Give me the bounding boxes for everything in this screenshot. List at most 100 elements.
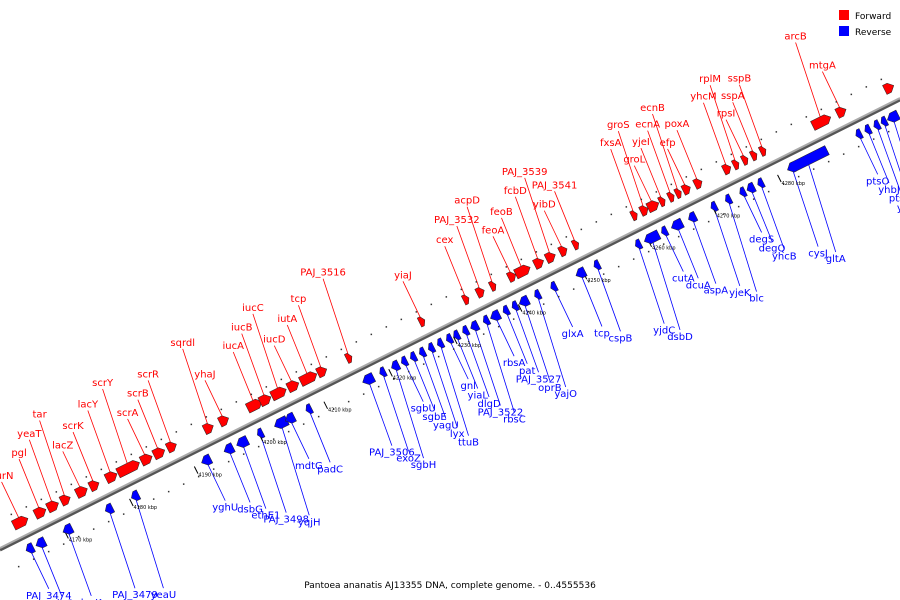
gene-leader-line [403,361,424,402]
gene-body [343,352,353,364]
reverse-gene-arrow [437,337,446,349]
forward-gene-arrow [629,210,638,222]
reverse-track-dot [497,325,500,328]
gene-body [666,191,675,203]
gene-leader-line [228,449,251,503]
gene-label: tcp [594,328,610,339]
forward-gene-arrow [201,423,214,435]
gene-body [416,316,426,328]
forward-gene-arrow [730,159,740,171]
forward-track-dot [445,296,448,298]
gene-leader-line [466,206,494,286]
gene-leader-line [473,326,501,406]
reverse-gene-arrow [131,489,142,501]
forward-gene-arrow [570,239,579,251]
forward-track-dot [775,131,778,133]
gene-body [570,239,579,251]
gene-label: mdtG [295,461,323,472]
gene-leader-line [444,246,467,300]
gene-body [757,145,767,157]
reverse-gene-arrow [550,280,559,292]
forward-gene-arrow [757,145,767,157]
reverse-gene-arrow [511,300,521,312]
gene-body [644,229,662,244]
reverse-track-dot [557,295,560,298]
reverse-gene-arrow [391,359,402,371]
scale-tick-mark [193,466,199,474]
gene-label: cysJ [808,249,828,260]
forward-track-dot [190,423,193,426]
gene-leader-line [739,84,764,151]
gene-body [629,210,638,222]
forward-gene-arrow [666,191,675,203]
gene-leader-line [252,313,280,393]
gene-label: iucD [263,335,286,346]
gene-body [688,211,699,223]
gene-label: PAJ_3532 [434,215,480,226]
gene-body [419,346,428,358]
forward-track-dot [85,476,88,478]
gene-body [534,288,543,300]
reverse-track-dot [527,310,530,313]
reverse-track-dot [137,505,140,508]
gene-body [244,398,263,414]
gene-leader-line [280,423,310,516]
reverse-track-dot [32,558,35,560]
gene-leader-line [806,159,837,253]
reverse-track-dot [647,250,650,253]
forward-track-dot [265,386,268,388]
gene-leader-line [367,379,393,446]
forward-track-dot [820,108,823,111]
gene-body [401,355,410,367]
forward-gene-arrow [315,366,328,379]
reverse-track-dot [257,445,260,448]
genes-layer [10,82,900,554]
forward-gene-arrow [543,252,556,264]
gene-leader-line [455,335,479,389]
gene-label: sgbU [411,404,436,415]
gene-label: yhaJ [194,369,215,380]
reverse-gene-arrow [401,355,410,367]
reverse-track-dot [692,228,695,230]
gene-label: iucC [242,303,264,314]
gene-leader-line [876,125,900,192]
forward-gene-arrow [657,196,666,208]
forward-gene-arrow [810,114,832,131]
reverse-gene-arrow [688,211,699,223]
reverse-gene-arrow [453,329,462,341]
gene-label: poxA [664,119,689,130]
forward-gene-arrow [721,163,732,176]
forward-track-dot [70,483,73,486]
gene-body [58,494,71,507]
gene-label: yqjH [298,517,321,528]
gene-label: glxA [562,329,584,340]
gene-leader-line [663,231,684,272]
forward-gene-arrow [10,515,29,531]
gene-label: yjeI [632,137,650,148]
gene-leader-line [289,418,310,459]
gene-body [453,329,462,341]
gene-label: scrA [117,408,139,419]
forward-gene-arrow [474,287,485,299]
forward-track-dot [430,303,433,306]
reverse-gene-arrow [864,123,873,135]
gene-body [834,106,847,119]
gene-body [550,280,559,292]
forward-track-dot [280,378,283,381]
gene-label: PAJ_3539 [502,167,548,178]
gene-leader-line [137,399,160,453]
gene-label: degQ [759,243,786,254]
gene-body [284,411,297,424]
forward-track-dot [145,446,148,448]
gene-body [391,359,402,371]
reverse-gene-arrow [482,314,492,326]
reverse-gene-arrow [490,309,503,321]
gene-body [739,186,748,198]
gene-leader-line [108,509,136,589]
forward-track-dot [475,281,478,283]
gene-label: yeaT [17,429,42,440]
reverse-gene-arrow [362,372,377,385]
reverse-gene-arrow [787,145,830,173]
scale-tick-label: 4230 kbp [458,343,482,349]
